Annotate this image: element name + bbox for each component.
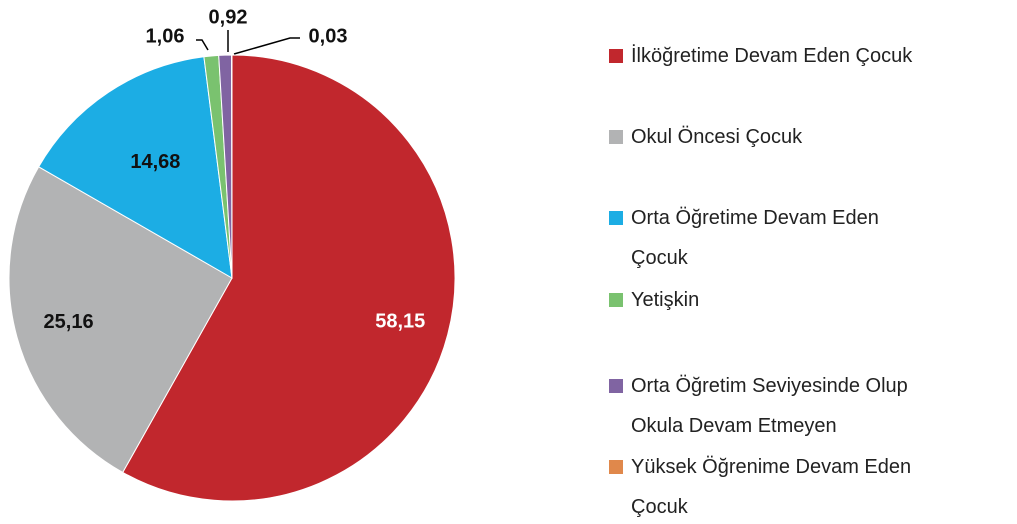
pie-area: 58,15 25,16 14,68 1,06 0,92 0,03 (8, 6, 456, 502)
legend-item: Yüksek Öğrenime Devam Eden Çocuk (609, 447, 939, 524)
data-label: 25,16 (44, 311, 94, 333)
legend-label: Orta Öğretim Seviyesinde Olup Okula Deva… (631, 375, 908, 437)
leader-line (233, 37, 300, 55)
legend-item: Orta Öğretime Devam Eden Çocuk (609, 198, 939, 278)
leader-line (196, 39, 209, 51)
data-label: 0,92 (209, 6, 248, 28)
legend-swatch (609, 49, 623, 63)
pie-slice (122, 54, 456, 502)
data-label: 14,68 (130, 151, 180, 173)
legend-label: İlköğretime Devam Eden Çocuk (631, 45, 913, 67)
legend-swatch (609, 293, 623, 307)
legend-swatch (609, 460, 623, 474)
legend-swatch (609, 379, 623, 393)
legend-item: Orta Öğretim Seviyesinde Olup Okula Deva… (609, 366, 939, 446)
legend-item: Okul Öncesi Çocuk (609, 117, 939, 157)
legend-label: Yüksek Öğrenime Devam Eden Çocuk (631, 456, 912, 518)
legend-label: Yetişkin (631, 289, 700, 311)
data-label: 0,03 (309, 25, 348, 47)
legend-swatch (609, 211, 623, 225)
legend-item: İlköğretime Devam Eden Çocuk (609, 36, 939, 76)
legend-label: Orta Öğretime Devam Eden Çocuk (631, 207, 879, 269)
legend-label: Okul Öncesi Çocuk (631, 126, 803, 148)
legend-item: Yetişkin (609, 280, 939, 320)
pie-slice (38, 56, 233, 279)
data-label: 58,15 (375, 310, 425, 332)
data-label: 1,06 (146, 25, 185, 47)
legend-swatch (609, 130, 623, 144)
pie-slice (8, 166, 233, 474)
